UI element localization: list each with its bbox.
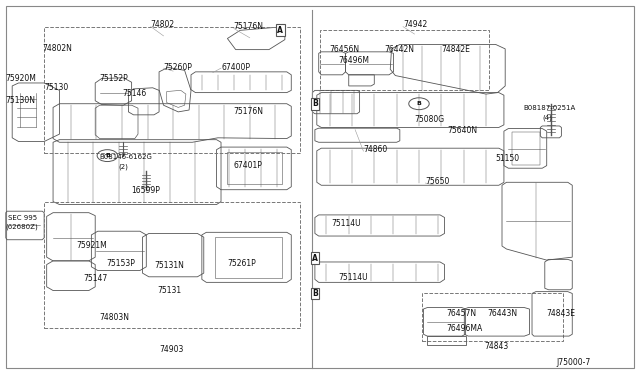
- Text: 75650: 75650: [426, 177, 450, 186]
- Text: 76443N: 76443N: [487, 310, 518, 318]
- Text: 76442N: 76442N: [384, 45, 414, 54]
- Text: 74802N: 74802N: [42, 44, 72, 53]
- Text: 76457N: 76457N: [447, 310, 477, 318]
- Text: 74942: 74942: [403, 20, 428, 29]
- Text: (62680Z): (62680Z): [6, 224, 38, 230]
- Text: 74903: 74903: [159, 345, 184, 354]
- Text: 75640N: 75640N: [448, 126, 478, 135]
- Text: J75000-7: J75000-7: [556, 357, 591, 366]
- Text: 74843E: 74843E: [547, 310, 576, 318]
- Text: SEC 995: SEC 995: [8, 215, 38, 221]
- Text: 67401P: 67401P: [234, 161, 262, 170]
- Text: 75176N: 75176N: [234, 22, 264, 31]
- Text: 51150: 51150: [495, 154, 520, 163]
- Text: 74843: 74843: [484, 341, 509, 350]
- Text: 74842E: 74842E: [442, 45, 470, 54]
- Text: 75130: 75130: [44, 83, 68, 92]
- Text: 75260P: 75260P: [164, 63, 193, 72]
- Text: 75261P: 75261P: [227, 259, 256, 267]
- Bar: [320, 31, 489, 90]
- Bar: [44, 28, 300, 153]
- Text: 75921M: 75921M: [76, 241, 107, 250]
- Text: 75153P: 75153P: [106, 259, 135, 267]
- Text: 75114U: 75114U: [338, 273, 367, 282]
- Text: 75131: 75131: [157, 286, 181, 295]
- Text: A: A: [312, 254, 318, 263]
- Text: 16599P: 16599P: [132, 186, 161, 195]
- Text: 75114U: 75114U: [332, 219, 361, 228]
- Text: B: B: [312, 289, 318, 298]
- Text: (4): (4): [542, 114, 552, 121]
- Text: 67400P: 67400P: [221, 63, 250, 72]
- Text: 74803N: 74803N: [100, 313, 130, 322]
- Text: 75130N: 75130N: [6, 96, 36, 105]
- Bar: [44, 202, 300, 328]
- Text: B: B: [312, 99, 318, 108]
- Text: 76456N: 76456N: [330, 45, 360, 54]
- Text: (2): (2): [119, 163, 129, 170]
- Text: 75920M: 75920M: [6, 74, 36, 83]
- Bar: [422, 293, 563, 341]
- Text: 74860: 74860: [364, 145, 388, 154]
- Text: 75080G: 75080G: [415, 115, 445, 124]
- Text: 74802: 74802: [151, 20, 175, 29]
- Text: 75176N: 75176N: [234, 108, 264, 116]
- Text: 75147: 75147: [84, 274, 108, 283]
- Text: B: B: [417, 101, 421, 106]
- Text: A: A: [278, 26, 284, 35]
- Text: B08187-0251A: B08187-0251A: [523, 105, 575, 111]
- Text: 76496MA: 76496MA: [447, 324, 483, 333]
- Text: 76496M: 76496M: [338, 56, 369, 65]
- Text: B08146-6162G: B08146-6162G: [100, 154, 152, 160]
- Text: B: B: [105, 153, 110, 158]
- Text: 75146: 75146: [122, 89, 147, 98]
- Text: 75152P: 75152P: [100, 74, 129, 83]
- Text: 75131N: 75131N: [154, 261, 184, 270]
